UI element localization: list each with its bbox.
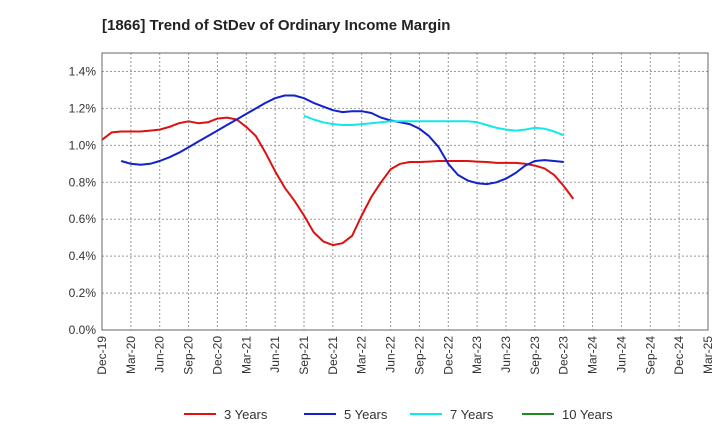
x-tick-label: Dec-19 [95, 336, 109, 375]
plot-area [101, 52, 709, 331]
x-tick-label: Mar-24 [586, 336, 600, 374]
x-tick-label: Sep-23 [528, 336, 542, 375]
y-tick-label: 0.4% [69, 249, 97, 263]
x-tick-label: Mar-25 [701, 336, 715, 374]
x-tick-label: Dec-21 [326, 336, 340, 375]
y-tick-label: 0.6% [69, 212, 97, 226]
y-axis-labels: 0.0% 0.2% 0.4% 0.6% 0.8% 1.0% 1.2% 1.4% [69, 64, 97, 337]
x-tick-label: Sep-22 [412, 336, 426, 375]
y-tick-label: 0.0% [69, 323, 97, 337]
x-tick-label: Mar-22 [355, 336, 369, 374]
x-tick-label: Mar-20 [124, 336, 138, 374]
x-tick-label: Jun-21 [268, 336, 282, 373]
y-tick-label: 1.0% [69, 138, 97, 152]
x-tick-label: Jun-24 [614, 336, 628, 373]
series-line [303, 114, 565, 137]
x-tick-label: Dec-23 [557, 336, 571, 375]
x-tick-label: Dec-24 [672, 336, 686, 375]
x-tick-label: Jun-22 [384, 336, 398, 373]
x-tick-label: Dec-20 [210, 336, 224, 375]
x-tick-label: Mar-23 [470, 336, 484, 374]
chart-title: [1866] Trend of StDev of Ordinary Income… [102, 17, 450, 34]
x-tick-label: Sep-20 [182, 336, 196, 375]
y-tick-label: 1.4% [69, 64, 97, 78]
grid [101, 53, 709, 331]
series-line [101, 116, 575, 247]
y-tick-label: 0.2% [69, 286, 97, 300]
legend: 3 Years 5 Years 7 Years 10 Years [184, 407, 613, 422]
x-tick-label: Jun-23 [499, 336, 513, 373]
series-line [120, 94, 564, 186]
x-tick-label: Sep-24 [643, 336, 657, 375]
x-tick-label: Sep-21 [297, 336, 311, 375]
legend-label: 5 Years [344, 407, 388, 422]
legend-label: 10 Years [562, 407, 613, 422]
y-tick-label: 1.2% [69, 101, 97, 115]
x-axis-labels: Dec-19 Mar-20 Jun-20 Sep-20 Dec-20 Mar-21 Jun-… [95, 336, 715, 375]
series-lines [101, 94, 575, 247]
legend-label: 3 Years [224, 407, 268, 422]
x-tick-label: Dec-22 [441, 336, 455, 375]
legend-label: 7 Years [450, 407, 494, 422]
x-tick-label: Jun-20 [153, 336, 167, 373]
y-tick-label: 0.8% [69, 175, 97, 189]
x-tick-label: Mar-21 [239, 336, 253, 374]
